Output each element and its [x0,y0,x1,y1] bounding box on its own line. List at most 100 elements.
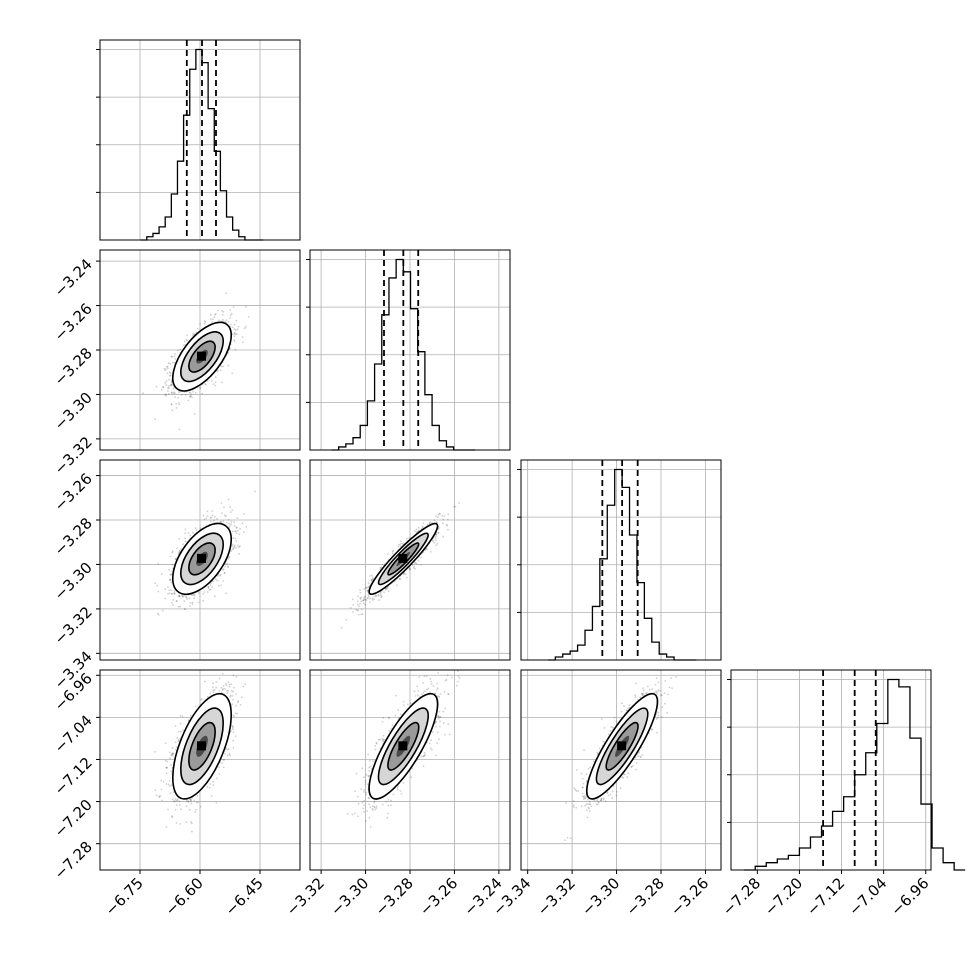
scatter-point [157,562,160,565]
scatter-point [210,520,212,523]
panel-r0-c0 [96,39,301,241]
scatter-point [254,490,256,493]
scatter-point [166,366,168,368]
scatter-point [169,579,172,582]
scatter-point [171,551,174,554]
scatter-point [233,544,236,547]
scatter-point [241,341,244,344]
histogram-step [547,468,697,661]
scatter-point [442,535,445,538]
scatter-point [436,542,439,545]
scatter-point [171,361,174,364]
scatter-point [414,567,416,570]
scatter-point [178,403,181,406]
scatter-point [173,593,176,596]
scatter-point [167,808,170,811]
scatter-point [212,691,215,694]
scatter-point [234,530,237,533]
scatter-point [210,516,213,519]
scatter-point [206,510,209,513]
scatter-point [210,318,212,320]
scatter-point [214,313,217,315]
scatter-point [171,815,173,817]
scatter-point [171,409,174,412]
scatter-point [392,549,395,552]
scatter-point [399,543,402,545]
scatter-point [162,385,164,388]
scatter-point [186,598,189,600]
scatter-point [377,594,380,597]
scatter-point [442,518,444,521]
scatter-point [417,526,420,529]
scatter-point [160,573,163,575]
scatter-point [188,597,191,600]
scatter-point [157,590,160,593]
scatter-point [183,340,186,343]
scatter-point [167,362,170,365]
scatter-point [365,599,368,601]
scatter-point [162,386,165,389]
scatter-point [170,403,173,406]
scatter-point [189,602,192,604]
scatter-point [206,591,209,593]
scatter-point [453,505,455,508]
scatter-point [177,397,180,399]
scatter-point [210,379,213,382]
scatter-point [194,527,197,529]
scatter-point [170,589,173,592]
scatter-point [179,605,182,608]
scatter-point [164,588,167,591]
scatter-point [226,521,228,524]
scatter-point [201,392,204,395]
scatter-point [230,520,233,523]
scatter-point [169,757,171,760]
panel-border [730,669,932,871]
scatter-point [221,512,223,514]
scatter-point [233,547,235,549]
scatter-point [177,730,180,733]
scatter-point [229,314,232,317]
scatter-point [235,540,238,542]
scatter-point [175,407,178,409]
scatter-point [399,545,402,547]
scatter-point [191,603,194,606]
scatter-point [192,390,195,393]
scatter-point [169,362,172,365]
scatter-point [178,428,181,431]
scatter-point [156,612,159,615]
scatter-point [454,505,457,508]
scatter-point [239,545,241,547]
scatter-point [169,384,172,387]
scatter-point [434,535,437,538]
scatter-point [154,582,157,584]
scatter-point [156,584,158,587]
scatter-point [232,698,234,701]
scatter-point [233,335,236,338]
scatter-point [161,609,164,612]
panel-r2-c0 [99,459,301,661]
scatter-point [184,537,186,540]
scatter-point [417,559,420,562]
scatter-point [209,313,212,316]
scatter-point [357,613,360,616]
scatter-point [357,609,359,612]
scatter-point [223,514,226,517]
scatter-point [176,349,179,352]
scatter-point [169,372,172,375]
scatter-point [212,318,214,321]
scatter-point [189,395,191,398]
scatter-point [369,575,371,577]
scatter-point [369,598,371,600]
scatter-point [203,591,206,593]
scatter-point [439,513,441,515]
scatter-point [230,523,233,525]
scatter-point [164,393,167,395]
scatter-point [443,515,446,517]
scatter-point [168,378,170,381]
scatter-point [167,393,170,395]
scatter-point [387,553,389,555]
scatter-point [229,506,231,508]
scatter-point [435,539,437,542]
scatter-point [177,391,180,393]
scatter-point [235,319,238,322]
